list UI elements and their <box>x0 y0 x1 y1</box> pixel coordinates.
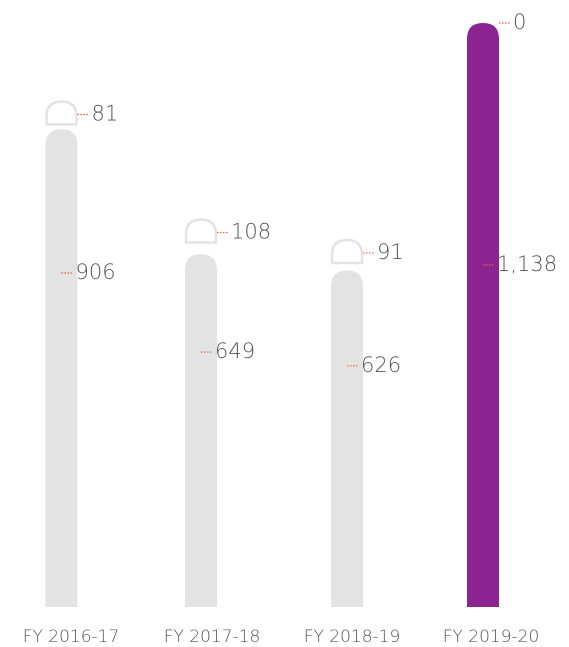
category-label-4: FY 2019-20 <box>443 627 540 647</box>
category-label-3: FY 2018-19 <box>304 627 401 647</box>
bar-base-segment-3 <box>331 270 363 607</box>
bar-base-segment-2 <box>185 254 217 607</box>
bar-top-segment-1 <box>45 100 78 126</box>
bar-top-segment-2 <box>184 218 218 244</box>
value-label-top-1: 81 <box>92 101 119 125</box>
bar-top-segment-3 <box>330 238 364 265</box>
category-label-2: FY 2017-18 <box>164 627 261 647</box>
bar-base-segment-1 <box>45 129 78 607</box>
category-label-1: FY 2016-17 <box>23 627 120 647</box>
value-label-top-3: 91 <box>377 240 404 264</box>
value-label-top-4: 0 <box>513 10 526 34</box>
value-label-top-2: 108 <box>231 220 271 244</box>
value-label-base-1: 906 <box>76 260 116 284</box>
bar-4 <box>467 23 499 607</box>
value-label-base-3: 626 <box>361 353 401 377</box>
value-label-base-4: 1,138 <box>497 252 557 276</box>
value-label-base-2: 649 <box>215 339 255 363</box>
